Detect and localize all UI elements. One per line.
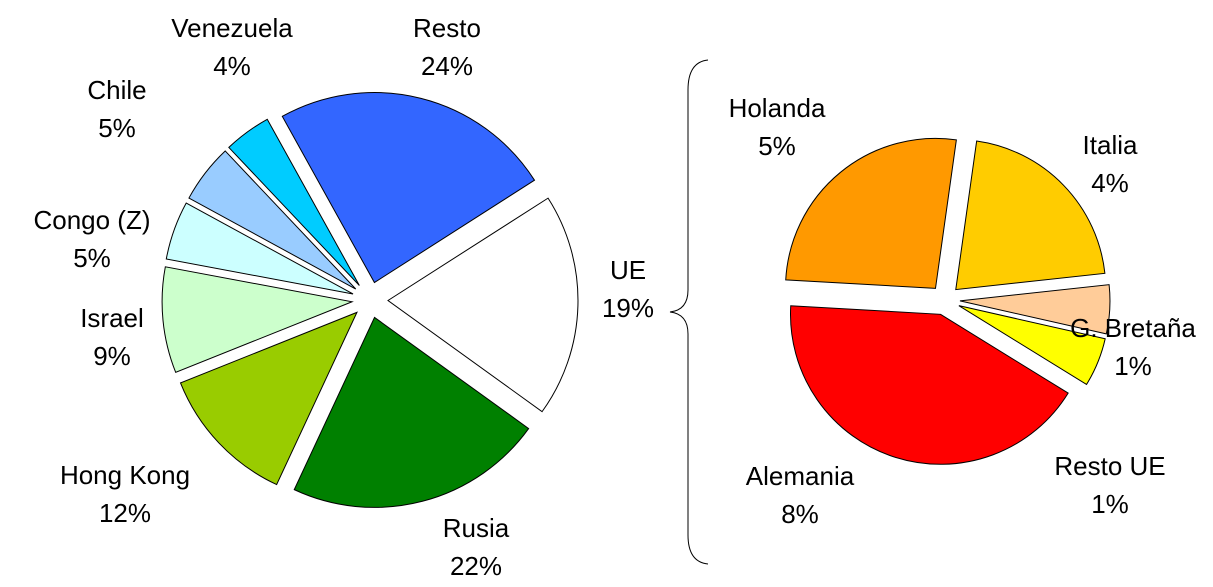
slice-label: Resto UE (1054, 451, 1165, 481)
pie-slice (165, 202, 354, 295)
value-label: 5% (758, 131, 796, 161)
pie-slice (161, 266, 354, 373)
value-label: 22% (450, 551, 502, 581)
pie-slice (179, 311, 358, 486)
value-label: 5% (98, 113, 136, 143)
pie-slice (959, 284, 1111, 335)
slice-label: Israel (80, 303, 144, 333)
pie-slice (955, 140, 1106, 291)
slice-label: Rusia (443, 513, 510, 543)
pie-slice (293, 316, 530, 508)
slice-label: Resto (413, 13, 481, 43)
value-label: 4% (1091, 168, 1129, 198)
value-label: 4% (213, 51, 251, 81)
slice-label: Holanda (729, 93, 826, 123)
value-label: 24% (421, 51, 473, 81)
slice-label: Italia (1083, 130, 1138, 160)
value-label: 1% (1091, 489, 1129, 519)
value-label: 1% (1114, 351, 1152, 381)
pie-slice (785, 137, 957, 289)
value-label: 9% (93, 341, 131, 371)
slice-label: G. Bretaña (1070, 313, 1196, 343)
slice-label: Chile (87, 75, 146, 105)
pie-slice (188, 150, 357, 290)
pie-slice (281, 92, 536, 284)
slice-label: Alemania (746, 461, 855, 491)
slice-label: Congo (Z) (33, 205, 150, 235)
pie-slice (228, 118, 360, 286)
value-label: 19% (602, 293, 654, 323)
pie-slice (387, 197, 579, 413)
slice-label: Venezuela (171, 13, 293, 43)
slice-label: UE (610, 255, 646, 285)
slice-label: Hong Kong (60, 460, 190, 490)
value-label: 12% (99, 498, 151, 528)
value-label: 5% (73, 243, 111, 273)
pie-slice (958, 305, 1106, 386)
brace (669, 59, 709, 565)
pie-slice (790, 305, 1069, 465)
value-label: 8% (781, 499, 819, 529)
